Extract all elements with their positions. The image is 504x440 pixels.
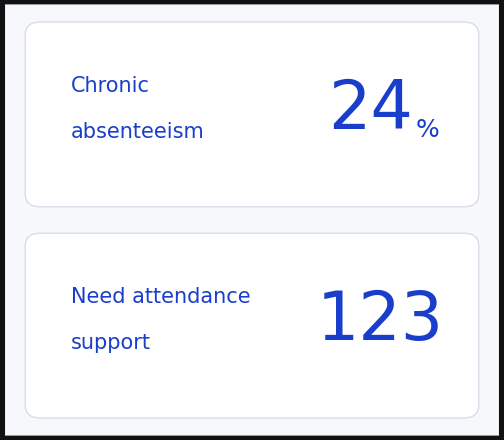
Text: absenteeism: absenteeism bbox=[71, 122, 204, 142]
FancyBboxPatch shape bbox=[5, 4, 499, 436]
Text: %: % bbox=[416, 118, 439, 142]
Text: Need attendance: Need attendance bbox=[71, 287, 250, 307]
Text: Chronic: Chronic bbox=[71, 76, 150, 96]
Text: 123: 123 bbox=[317, 288, 444, 354]
Text: 24: 24 bbox=[329, 77, 413, 143]
FancyBboxPatch shape bbox=[25, 233, 479, 418]
FancyBboxPatch shape bbox=[25, 22, 479, 207]
Text: support: support bbox=[71, 333, 151, 353]
